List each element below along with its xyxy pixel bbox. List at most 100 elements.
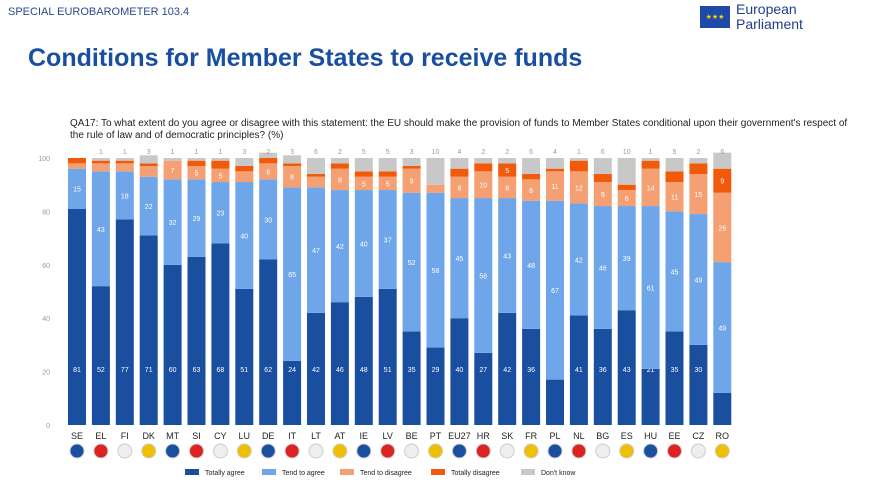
- data-label: 5: [362, 149, 366, 156]
- bar-segment: [617, 190, 636, 207]
- category-label: ES: [621, 431, 633, 441]
- bar-segment: [522, 200, 541, 329]
- category-label: PT: [430, 431, 442, 441]
- bar-segment: [569, 171, 588, 204]
- bar-segment: [522, 174, 541, 180]
- bar-segment: [91, 171, 110, 287]
- bar-segment: [713, 152, 732, 169]
- data-label: 67: [551, 288, 559, 295]
- bar-segment: [593, 174, 612, 183]
- bar-segment: [283, 155, 302, 164]
- data-label: 2: [481, 149, 485, 156]
- logo: ★★★ European Parliament: [700, 2, 826, 32]
- data-label: 43: [623, 367, 631, 374]
- bar-segment: [187, 160, 206, 167]
- data-label: 65: [288, 272, 296, 279]
- bar-segment: [450, 176, 469, 199]
- data-label: 58: [479, 273, 487, 280]
- bar-segment: [330, 163, 349, 169]
- bar-segment: [307, 174, 325, 177]
- bar-segment: [115, 171, 134, 220]
- data-label: 3: [290, 149, 294, 156]
- bar-segment: [68, 158, 86, 164]
- bar-segment: [354, 296, 373, 425]
- bar-segment: [330, 302, 349, 425]
- bar-segment: [665, 331, 684, 425]
- category-label: AT: [334, 431, 345, 441]
- data-label: 45: [671, 269, 679, 276]
- data-label: 27: [479, 367, 487, 374]
- bar-segment: [617, 206, 636, 311]
- data-label: 62: [264, 367, 272, 374]
- category-label: LU: [239, 431, 251, 441]
- bar-segment: [450, 318, 469, 425]
- bar-segment: [187, 158, 206, 161]
- bar-segment: [617, 184, 636, 191]
- bar-segment: [689, 214, 708, 345]
- data-label: 26: [718, 225, 726, 232]
- bar-segment: [378, 158, 397, 172]
- data-label: 15: [73, 187, 81, 194]
- legend-label: Tend to agree: [282, 470, 325, 477]
- bar-segment: [665, 182, 684, 212]
- question-text: QA17: To what extent do you agree or dis…: [70, 118, 848, 141]
- country-flag-icon: [117, 443, 133, 459]
- bar-segment: [498, 312, 517, 425]
- data-label: 45: [456, 256, 464, 263]
- data-label: 61: [647, 285, 655, 292]
- bar-segment: [91, 163, 110, 172]
- legend-swatch: [340, 469, 354, 475]
- bar-segment: [546, 158, 564, 169]
- country-flag-icon: [236, 443, 252, 459]
- bar-segment: [665, 211, 684, 332]
- data-label: 12: [575, 185, 583, 192]
- data-label: 5: [505, 168, 509, 175]
- country-flag-icon: [404, 443, 420, 459]
- bar-segment: [426, 192, 445, 348]
- data-label: 6: [601, 149, 605, 156]
- bar-segment: [617, 158, 636, 185]
- bar-segment: [259, 158, 278, 164]
- category-label: FR: [525, 431, 537, 441]
- data-label: 51: [240, 367, 248, 374]
- data-label: 2: [696, 149, 700, 156]
- bar-segment: [139, 163, 158, 167]
- category-label: CY: [214, 431, 227, 441]
- data-label: 24: [288, 367, 296, 374]
- bar-segment: [68, 208, 86, 425]
- bar-segment: [641, 160, 660, 169]
- category-label: EU27: [448, 431, 471, 441]
- bar-segment: [115, 163, 134, 172]
- country-flag-icon: [69, 443, 85, 459]
- bar-segment: [115, 219, 134, 425]
- country-flag-icon: [428, 443, 443, 459]
- country-flag-icon: [141, 443, 157, 459]
- bar-segment: [569, 203, 588, 316]
- bar-segment: [665, 158, 684, 172]
- data-label: 6: [266, 169, 270, 176]
- bar-segment: [283, 163, 302, 167]
- country-flag-icon: [619, 443, 635, 459]
- category-label: NL: [573, 431, 585, 441]
- y-tick-label: 100: [38, 156, 50, 163]
- data-label: 42: [312, 367, 320, 374]
- bar-segment: [354, 176, 373, 191]
- bar-segment: [115, 158, 134, 161]
- data-label: 60: [169, 367, 177, 374]
- bar-segment: [569, 160, 588, 172]
- category-label: EL: [95, 431, 106, 441]
- data-label: 1: [171, 149, 175, 156]
- data-label: 1: [99, 149, 103, 156]
- bar-segment: [498, 176, 517, 199]
- category-label: LV: [383, 431, 393, 441]
- y-tick-label: 20: [42, 370, 50, 377]
- data-label: 9: [720, 179, 724, 186]
- bar-segment: [474, 171, 493, 199]
- country-flag-icon: [475, 443, 491, 459]
- legend-swatch: [185, 469, 199, 475]
- bar-segment: [163, 179, 182, 265]
- category-label: HR: [477, 431, 490, 441]
- bar-segment: [474, 163, 493, 172]
- data-label: 48: [527, 263, 535, 270]
